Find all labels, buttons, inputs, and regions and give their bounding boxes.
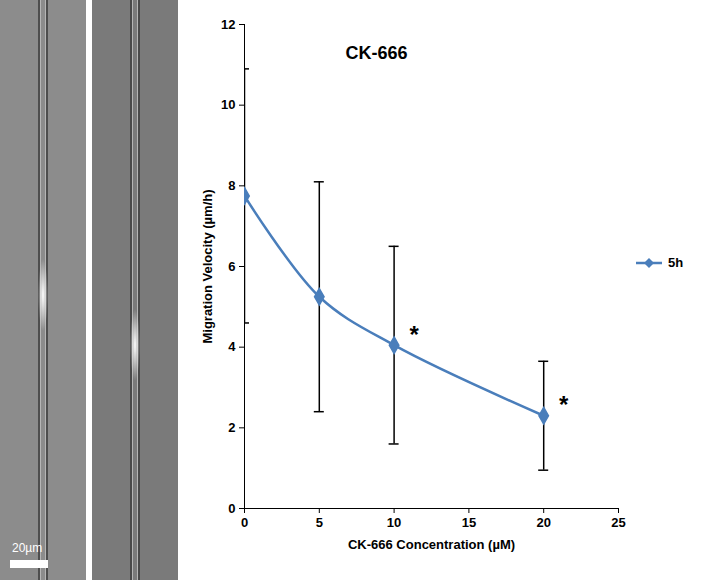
svg-text:25: 25	[611, 515, 625, 530]
html-text:5h: 5h	[668, 255, 684, 270]
svg-text:CK-666 Concentration (µM): CK-666 Concentration (µM)	[348, 537, 515, 552]
svg-text:20µm: 20µm	[12, 541, 42, 555]
svg-text:20: 20	[536, 515, 550, 530]
svg-text:10: 10	[387, 515, 401, 530]
svg-text:8: 8	[228, 178, 235, 193]
svg-text:4: 4	[228, 339, 236, 354]
svg-text:15: 15	[462, 515, 476, 530]
svg-text:10: 10	[221, 97, 235, 112]
svg-text:0: 0	[241, 515, 248, 530]
svg-text:CK-666: CK-666	[345, 43, 407, 63]
svg-text:*: *	[409, 321, 419, 348]
svg-text:12: 12	[221, 17, 235, 32]
svg-text:5: 5	[316, 515, 323, 530]
svg-text:6: 6	[228, 259, 235, 274]
svg-text:0: 0	[228, 501, 235, 516]
svg-text:Migration Velocity (µm/h): Migration Velocity (µm/h)	[200, 189, 215, 343]
svg-text:*: *	[559, 391, 569, 418]
svg-text:2: 2	[228, 420, 235, 435]
